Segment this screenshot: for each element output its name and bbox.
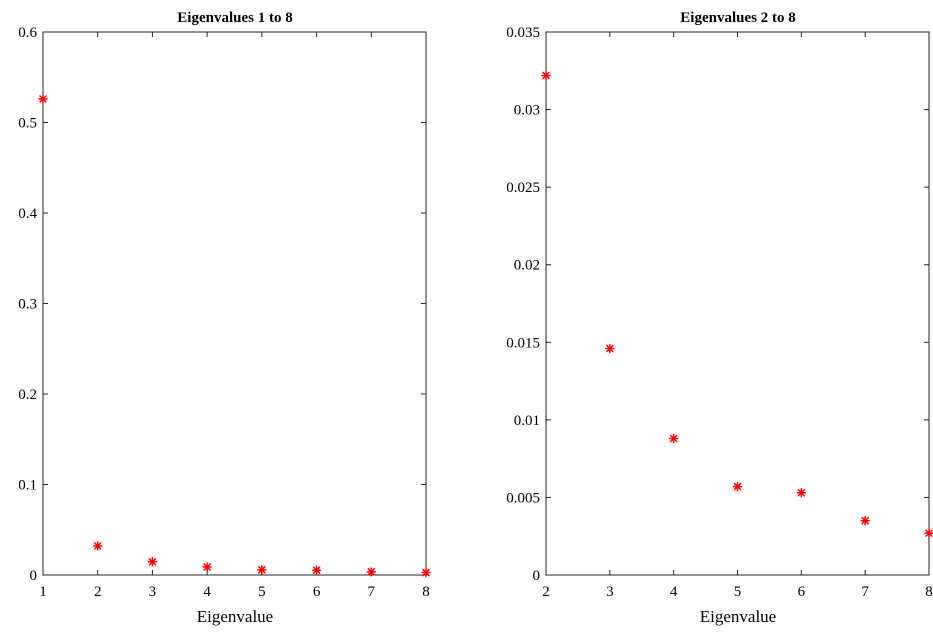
data-point-asterisk (147, 557, 158, 567)
plot-frame (42, 31, 427, 576)
y-tick-label: 0.005 (506, 490, 540, 506)
x-tick-label: 2 (542, 584, 550, 600)
data-point-asterisk (92, 541, 103, 551)
data-point-asterisk (202, 562, 212, 572)
plot-title: Eigenvalues 1 to 8 (177, 10, 292, 26)
y-tick-label: 0.6 (18, 25, 37, 41)
x-tick-label: 3 (606, 584, 614, 600)
data-point-asterisk (311, 565, 322, 575)
y-tick-label: 0.5 (18, 116, 37, 132)
y-tick-label: 0 (533, 568, 541, 584)
plot-frame (545, 31, 930, 576)
y-tick-label: 0.2 (18, 387, 37, 403)
data-point-asterisk (257, 565, 267, 575)
data-point-asterisk (421, 567, 431, 578)
data-point-asterisk (860, 515, 870, 526)
x-tick-label: 8 (422, 584, 430, 600)
x-tick-label: 4 (670, 584, 678, 600)
x-tick-label: 5 (258, 584, 266, 600)
x-tick-label: 3 (149, 584, 157, 600)
x-tick-label: 5 (734, 584, 742, 600)
x-tick-label: 6 (798, 584, 806, 600)
data-point-asterisk (541, 70, 551, 81)
x-tick-label: 7 (368, 584, 376, 600)
x-axis-label: Eigenvalue (700, 607, 776, 626)
data-point-asterisk (732, 481, 743, 492)
y-tick-label: 0.025 (506, 180, 540, 196)
y-tick-label: 0.015 (506, 335, 540, 351)
left-plot-eigenvalues-1-to-8: Eigenvalues 1 to 8 Eigenvalue 1 2 3 4 5 6 7 8 0 0… (18, 10, 431, 626)
data-point-asterisk (38, 94, 48, 104)
y-tick-label: 0.03 (514, 103, 540, 119)
y-tick-label: 0.1 (18, 478, 37, 494)
x-tick-label: 6 (313, 584, 321, 600)
y-tick-label: 0.035 (506, 25, 540, 41)
x-tick-label: 8 (925, 584, 933, 600)
x-tick-label: 2 (94, 584, 102, 600)
data-point-asterisk (366, 567, 377, 577)
data-point-asterisk (668, 433, 679, 444)
y-tick-label: 0.3 (18, 297, 37, 313)
y-tick-label: 0.02 (514, 258, 540, 274)
data-point-asterisk (605, 343, 615, 354)
plot-title: Eigenvalues 2 to 8 (680, 10, 795, 26)
data-point-asterisk (924, 528, 933, 538)
x-tick-label: 1 (39, 584, 47, 600)
right-plot-eigenvalues-2-to-8: Eigenvalues 2 to 8 Eigenvalue 2 3 4 5 6 7 8 0 0.… (506, 10, 933, 626)
x-tick-label: 4 (203, 584, 211, 600)
x-axis-label: Eigenvalue (197, 607, 273, 626)
y-tick-label: 0.01 (514, 413, 540, 429)
y-tick-label: 0 (30, 568, 38, 584)
y-tick-label: 0.4 (18, 206, 37, 222)
data-point-asterisk (796, 488, 807, 498)
x-tick-label: 7 (861, 584, 869, 600)
